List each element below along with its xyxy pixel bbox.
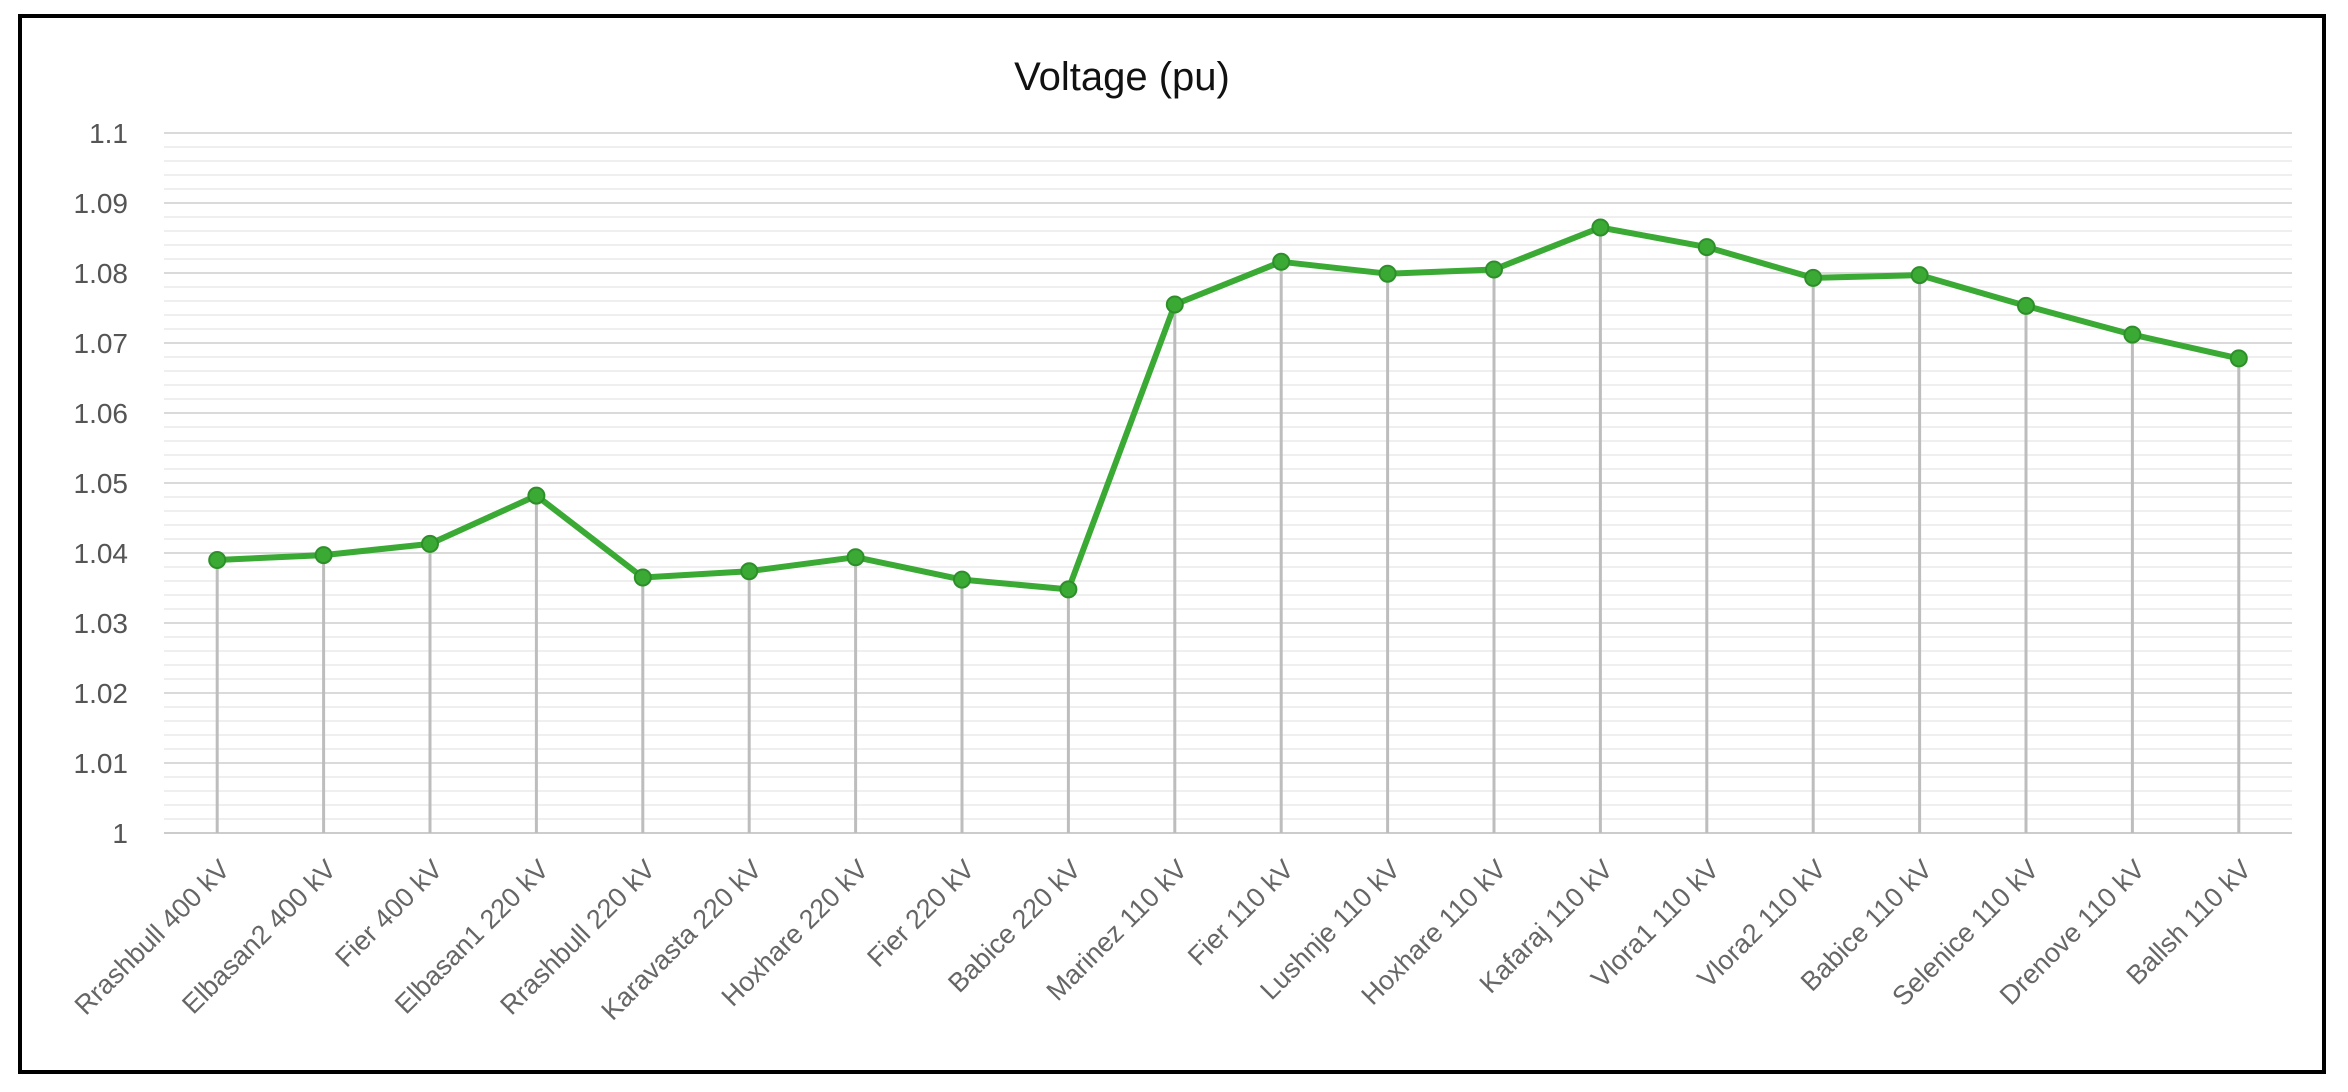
- y-tick-label: 1.04: [74, 538, 129, 569]
- y-tick-label: 1.1: [89, 118, 128, 149]
- voltage-series: [208, 218, 2248, 599]
- data-point: [1059, 580, 1078, 599]
- y-axis-tick-labels: 1 1.01 1.02 1.03 1.04 1.05 1.06 1.07 1.08 1.09 1.1: [74, 118, 129, 849]
- x-tick-label: Fier 110 kV: [1182, 854, 1299, 971]
- data-point: [421, 534, 439, 553]
- x-tick-label: Fier 400 kV: [329, 854, 448, 973]
- data-point: [1165, 295, 1184, 314]
- y-tick-label: 1.05: [74, 468, 129, 499]
- series-line: [214, 224, 2242, 593]
- data-point: [846, 548, 865, 567]
- y-tick-label: 1.09: [74, 188, 129, 219]
- chart-title: Voltage (pu): [1014, 55, 1230, 99]
- x-tick-label: Fier 220 kV: [861, 854, 980, 973]
- data-point: [314, 546, 333, 565]
- data-point: [1591, 218, 1610, 237]
- y-tick-label: 1.01: [74, 748, 129, 779]
- y-tick-label: 1.07: [74, 328, 129, 359]
- data-point: [1910, 266, 1929, 285]
- data-point: [2017, 296, 2035, 315]
- data-point: [633, 568, 652, 587]
- data-point: [2229, 349, 2248, 368]
- y-tick-label: 1.03: [74, 608, 129, 639]
- data-point: [208, 551, 227, 569]
- data-point: [527, 486, 546, 505]
- minor-gridlines: [164, 146, 2292, 820]
- data-point: [1804, 268, 1823, 287]
- data-point: [2123, 325, 2142, 344]
- data-point: [1485, 260, 1503, 279]
- data-point: [1378, 264, 1397, 283]
- data-point: [740, 562, 759, 581]
- y-tick-label: 1.08: [74, 258, 129, 289]
- data-point: [953, 570, 971, 589]
- y-tick-label: 1.06: [74, 398, 129, 429]
- data-point: [1697, 238, 1716, 257]
- y-tick-label: 1: [112, 818, 128, 849]
- y-tick-label: 1.02: [74, 678, 129, 709]
- data-point: [1272, 252, 1291, 271]
- drop-lines: [215, 227, 2241, 833]
- major-gridlines: [164, 132, 2292, 834]
